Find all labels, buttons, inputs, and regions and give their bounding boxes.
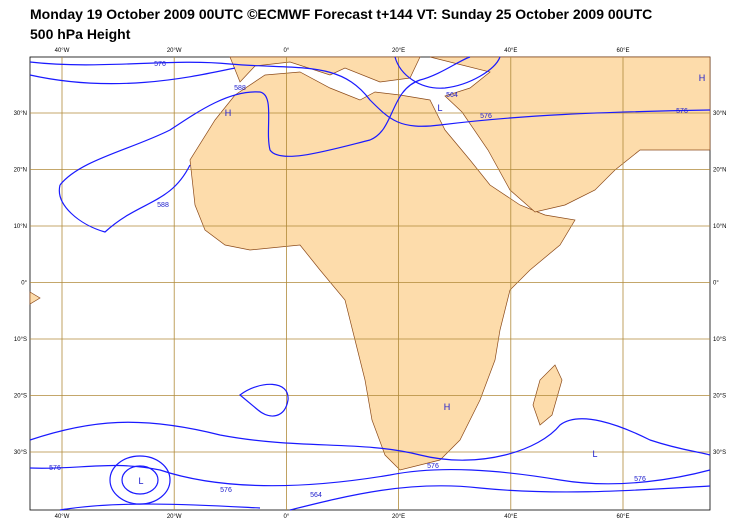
contour-label: 564 <box>446 92 458 99</box>
contour-label: 576 <box>427 463 439 470</box>
contour <box>59 503 261 511</box>
lon-label-top: 60°E <box>616 48 629 54</box>
title: Monday 19 October 2009 00UTC ©ECMWF Fore… <box>30 6 653 22</box>
contour <box>239 383 289 417</box>
lon-label-bottom: 20°E <box>392 514 405 520</box>
contour-label: 576 <box>480 113 492 120</box>
contour-label: 564 <box>310 492 322 499</box>
lat-label-right: 10°S <box>713 337 726 343</box>
pressure-center: H <box>699 73 706 83</box>
lon-label-bottom: 0° <box>284 514 290 520</box>
contour-label: 588 <box>157 202 169 209</box>
contour <box>29 418 711 461</box>
lat-label-right: 20°S <box>713 394 726 400</box>
lat-label-left: 10°S <box>14 337 27 343</box>
lon-label-bottom: 40°E <box>504 514 517 520</box>
contour <box>394 56 501 89</box>
lat-label-right: 30°N <box>713 111 726 117</box>
contour-label: 576 <box>220 487 232 494</box>
contour <box>58 164 191 233</box>
contour-label: 588 <box>234 85 246 92</box>
contour <box>121 465 159 495</box>
pressure-center: H <box>444 402 451 412</box>
labels: 40°W 40°W 20°W 20°W 0° 0° 20°E 20°E 40°E 40°E 60°E… <box>14 48 727 520</box>
contour <box>29 67 236 85</box>
contour-label: 576 <box>676 108 688 115</box>
contour <box>59 56 471 186</box>
contour-label: 576 <box>634 476 646 483</box>
lat-label-left: 0° <box>21 281 27 287</box>
pressure-center: L <box>138 476 143 486</box>
lat-label-right: 30°S <box>713 450 726 456</box>
pressure-center: H <box>225 108 232 118</box>
lat-label-left: 30°S <box>14 450 27 456</box>
europe <box>229 56 421 83</box>
contour <box>109 455 171 505</box>
pressure-center: L <box>437 103 442 113</box>
lat-label-right: 0° <box>713 281 719 287</box>
lon-label-bottom: 20°W <box>167 514 182 520</box>
contours <box>29 56 711 511</box>
lat-label-right: 10°N <box>713 224 726 230</box>
lon-label-top: 40°E <box>504 48 517 54</box>
lon-label-top: 40°W <box>55 48 70 54</box>
lat-label-left: 10°N <box>14 224 27 230</box>
asia <box>429 56 711 213</box>
graticule <box>30 57 710 510</box>
pressure-center: L <box>592 449 597 459</box>
contour-label: 576 <box>154 61 166 68</box>
contour <box>29 464 711 487</box>
subtitle: 500 hPa Height <box>30 26 131 42</box>
lat-label-left: 20°N <box>14 168 27 174</box>
iberia-tip <box>29 291 41 305</box>
lon-label-top: 20°W <box>167 48 182 54</box>
lat-label-left: 20°S <box>14 394 27 400</box>
lat-label-right: 20°N <box>713 168 726 174</box>
lon-label-bottom: 60°E <box>616 514 629 520</box>
contour <box>289 485 711 511</box>
madagascar <box>532 364 563 426</box>
lon-label-bottom: 40°W <box>55 514 70 520</box>
contour-label: 576 <box>49 465 61 472</box>
contour <box>29 61 711 127</box>
lon-label-top: 0° <box>284 48 290 54</box>
lat-label-left: 30°N <box>14 111 27 117</box>
lon-label-top: 20°E <box>392 48 405 54</box>
